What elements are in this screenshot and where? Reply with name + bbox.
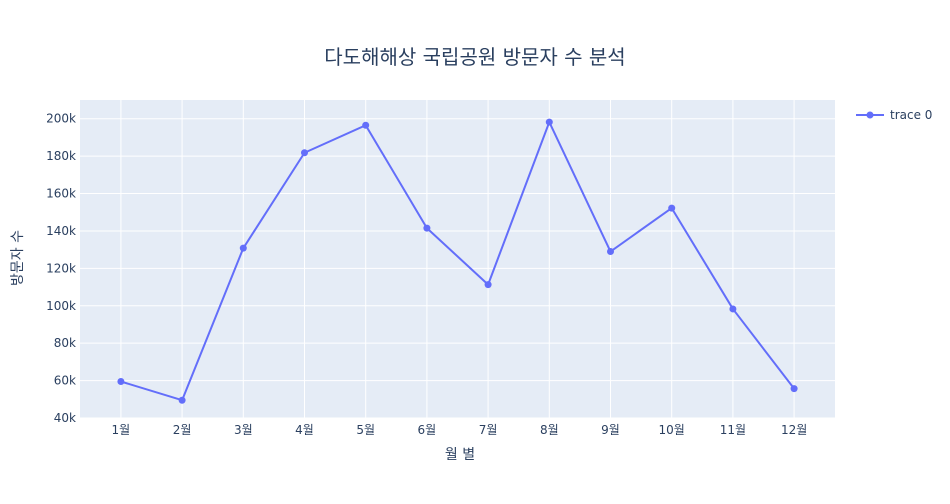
data-point[interactable] xyxy=(729,305,737,313)
x-tick-label: 8월 xyxy=(540,423,559,437)
data-point[interactable] xyxy=(423,224,431,232)
chart-title: 다도해해상 국립공원 방문자 수 분석 xyxy=(324,45,625,69)
x-tick-label: 6월 xyxy=(418,423,437,437)
data-point[interactable] xyxy=(362,121,370,129)
y-tick-label: 200k xyxy=(46,112,76,126)
plot-area xyxy=(80,100,835,418)
x-tick-label: 7월 xyxy=(479,423,498,437)
x-tick-label: 2월 xyxy=(173,423,192,437)
y-tick-label: 60k xyxy=(54,374,76,388)
y-tick-label: 40k xyxy=(54,411,76,425)
data-point[interactable] xyxy=(790,385,798,393)
x-tick-label: 9월 xyxy=(601,423,620,437)
legend-label: trace 0 xyxy=(890,108,932,122)
x-tick-label: 3월 xyxy=(234,423,253,437)
legend-marker-swatch xyxy=(866,111,874,119)
tick-labels: 40k 60k 80k 100k 120k 140k 160k 180k 200k 1월 2월 3월 4… xyxy=(46,112,807,437)
x-tick-label: 10월 xyxy=(659,423,685,437)
series-line xyxy=(120,121,795,402)
x-tick-label: 11월 xyxy=(720,423,746,437)
series-trace-0 xyxy=(117,118,798,404)
data-point[interactable] xyxy=(239,244,247,252)
x-tick-label: 5월 xyxy=(356,423,375,437)
data-point[interactable] xyxy=(178,396,186,404)
y-tick-label: 160k xyxy=(46,187,76,201)
y-tick-label: 100k xyxy=(46,299,76,313)
x-tick-label: 4월 xyxy=(295,423,314,437)
data-point[interactable] xyxy=(301,149,308,157)
data-point[interactable] xyxy=(607,248,614,256)
data-point[interactable] xyxy=(484,281,492,289)
data-point[interactable] xyxy=(545,118,553,126)
y-axis-title: 방문자 수 xyxy=(10,230,26,286)
y-tick-label: 180k xyxy=(46,149,76,163)
gridlines xyxy=(80,100,835,419)
data-point[interactable] xyxy=(117,378,125,386)
y-tick-label: 140k xyxy=(46,224,76,238)
y-tick-label: 120k xyxy=(46,261,76,275)
x-axis-title: 월 별 xyxy=(445,447,475,463)
legend[interactable]: trace 0 xyxy=(856,108,932,122)
y-tick-label: 80k xyxy=(54,336,76,350)
data-point[interactable] xyxy=(668,204,676,212)
x-tick-label: 12월 xyxy=(781,423,807,437)
x-tick-label: 1월 xyxy=(112,423,131,437)
